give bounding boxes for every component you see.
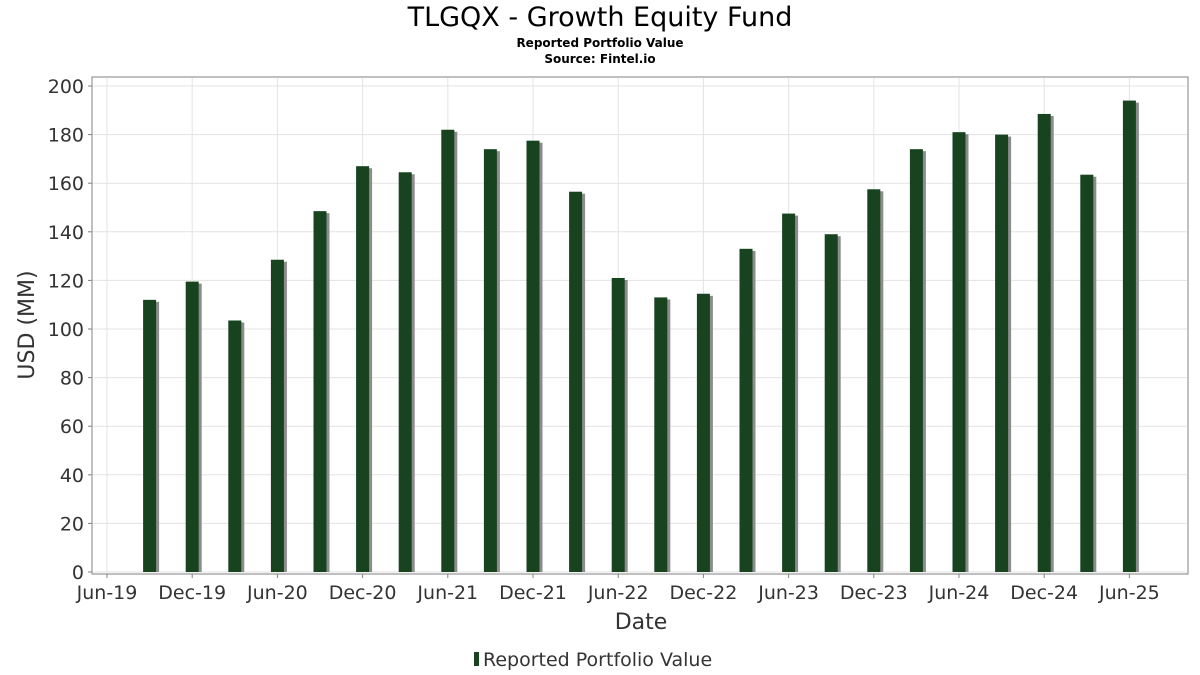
x-tick-label: Jun-23 [757, 582, 819, 604]
x-tick-label: Dec-20 [329, 582, 397, 604]
x-tick-label: Dec-23 [840, 582, 908, 604]
bar [1080, 174, 1094, 572]
chart-subtitle: Reported Portfolio Value [516, 36, 684, 50]
y-tick-label: 120 [48, 270, 84, 292]
y-tick-label: 100 [48, 319, 84, 341]
bar [654, 297, 668, 572]
x-tick-label: Jun-19 [76, 582, 138, 604]
bar [739, 248, 753, 572]
x-tick-label: Jun-22 [587, 582, 649, 604]
x-tick-label: Dec-22 [669, 582, 737, 604]
y-tick-label: 180 [48, 125, 84, 147]
bar [782, 213, 796, 572]
y-tick-label: 60 [60, 416, 84, 438]
y-tick-label: 160 [48, 173, 84, 195]
x-tick-label: Dec-19 [158, 582, 226, 604]
bar [228, 320, 242, 572]
legend: Reported Portfolio Value [474, 649, 712, 671]
y-tick-label: 0 [72, 562, 84, 584]
bar [270, 259, 284, 572]
y-tick-label: 140 [48, 222, 84, 244]
bar [483, 149, 497, 572]
bar [952, 132, 966, 573]
legend-swatch [474, 652, 479, 666]
bar [611, 277, 625, 572]
bar [909, 149, 923, 572]
y-tick-label: 40 [60, 465, 84, 487]
bar [995, 134, 1009, 572]
chart-source: Source: Fintel.io [544, 52, 656, 66]
bar [356, 166, 370, 572]
x-axis: Jun-19 Dec-19 Jun-20 Dec-20 Jun-21 Dec-21 Jun-… [76, 573, 1188, 604]
legend-label: Reported Portfolio Value [483, 649, 712, 671]
y-axis-title: USD (MM) [15, 270, 40, 379]
x-tick-label: Dec-21 [499, 582, 567, 604]
bar [143, 299, 157, 572]
bars [143, 100, 1139, 573]
x-tick-label: Jun-21 [416, 582, 478, 604]
x-tick-label: Jun-20 [246, 582, 308, 604]
x-tick-label: Jun-25 [1098, 582, 1160, 604]
y-tick-label: 200 [48, 76, 84, 98]
y-tick-label: 20 [60, 513, 84, 535]
plot-area [91, 76, 1189, 575]
bar [313, 211, 327, 572]
bar [824, 234, 838, 573]
bar [1122, 100, 1136, 572]
chart-title: TLGQX - Growth Equity Fund [407, 2, 793, 33]
bar [441, 129, 455, 573]
x-tick-label: Dec-24 [1010, 582, 1078, 604]
bar [1037, 113, 1051, 572]
bar [526, 140, 540, 573]
y-tick-label: 80 [60, 368, 84, 390]
bar [696, 293, 710, 572]
x-tick-label: Jun-24 [928, 582, 990, 604]
bar [569, 191, 583, 572]
bar [398, 172, 412, 572]
bar [867, 189, 881, 572]
bar [185, 281, 199, 572]
x-axis-title: Date [615, 610, 668, 635]
y-axis: 0 20 40 60 80 100 120 140 160 180 200 [48, 76, 92, 584]
